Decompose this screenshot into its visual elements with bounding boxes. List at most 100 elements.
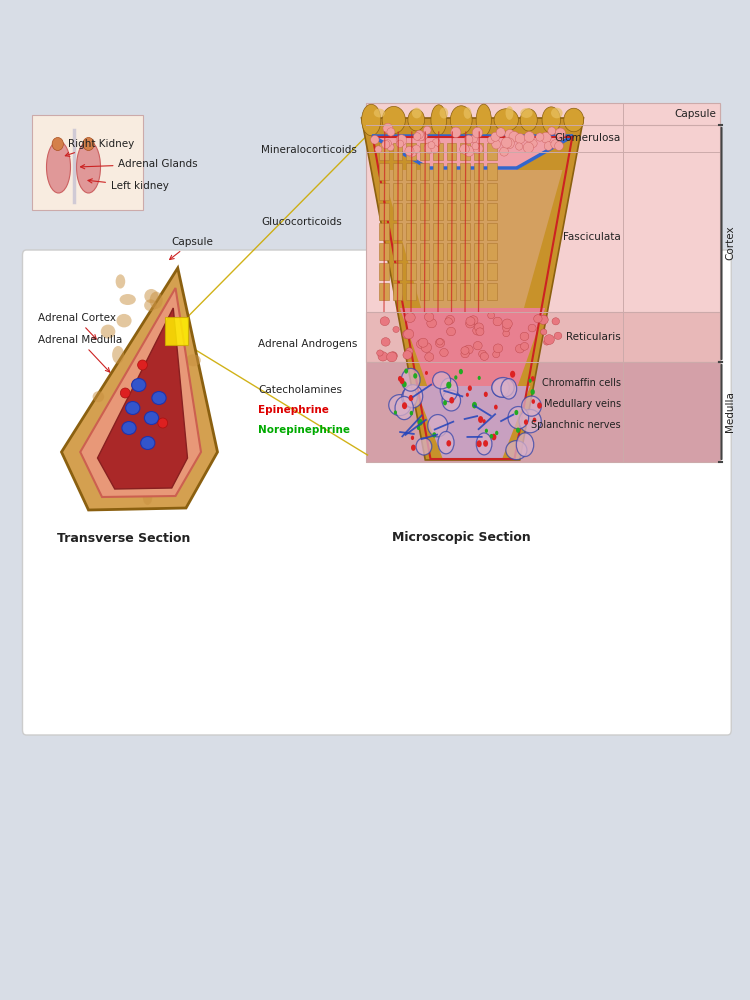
Ellipse shape (442, 390, 460, 411)
Ellipse shape (116, 314, 131, 327)
Bar (393, 243, 403, 260)
Ellipse shape (476, 104, 491, 136)
Ellipse shape (541, 132, 551, 143)
Bar (474, 143, 484, 160)
Bar (380, 183, 389, 200)
Bar (433, 183, 442, 200)
Ellipse shape (515, 344, 524, 353)
Bar (406, 223, 416, 240)
Ellipse shape (122, 422, 136, 434)
Ellipse shape (506, 441, 527, 460)
Ellipse shape (406, 147, 417, 157)
Ellipse shape (419, 338, 428, 347)
Ellipse shape (544, 142, 553, 150)
Bar (488, 223, 497, 240)
Ellipse shape (380, 317, 389, 326)
Bar (420, 223, 429, 240)
Bar (474, 203, 484, 220)
Bar (420, 203, 429, 220)
Bar (474, 243, 484, 260)
Ellipse shape (432, 432, 436, 438)
Ellipse shape (449, 397, 454, 404)
Ellipse shape (378, 352, 388, 361)
Ellipse shape (158, 338, 168, 349)
Ellipse shape (519, 409, 542, 433)
Ellipse shape (138, 360, 147, 370)
Ellipse shape (472, 143, 479, 150)
Text: Microscopic Section: Microscopic Section (392, 532, 531, 544)
Ellipse shape (494, 109, 518, 131)
Ellipse shape (416, 130, 424, 139)
Ellipse shape (484, 392, 488, 397)
Ellipse shape (424, 143, 434, 153)
Ellipse shape (496, 128, 506, 137)
Ellipse shape (495, 431, 499, 435)
Text: Fasciculata: Fasciculata (563, 232, 621, 242)
Ellipse shape (174, 420, 185, 436)
Text: Adrenal Medulla: Adrenal Medulla (38, 335, 122, 372)
Ellipse shape (488, 136, 494, 144)
Ellipse shape (530, 389, 535, 395)
Bar (165, 317, 188, 345)
Polygon shape (362, 118, 584, 460)
Ellipse shape (490, 434, 493, 439)
Ellipse shape (440, 348, 448, 357)
Ellipse shape (425, 371, 428, 375)
Bar (447, 203, 456, 220)
Ellipse shape (172, 463, 182, 478)
Ellipse shape (120, 388, 130, 398)
Ellipse shape (478, 376, 481, 380)
Bar (406, 143, 416, 160)
Bar (380, 243, 389, 260)
Ellipse shape (186, 354, 201, 366)
Bar (447, 183, 456, 200)
Ellipse shape (550, 140, 560, 149)
Ellipse shape (382, 106, 405, 134)
Ellipse shape (472, 402, 477, 408)
Ellipse shape (408, 109, 424, 131)
Ellipse shape (116, 274, 125, 289)
Ellipse shape (417, 425, 420, 430)
Text: Norepinephrine: Norepinephrine (258, 425, 350, 435)
Ellipse shape (488, 312, 494, 319)
Text: Glucocorticoids: Glucocorticoids (261, 217, 342, 227)
Ellipse shape (141, 436, 154, 450)
Ellipse shape (476, 440, 482, 447)
Bar (460, 243, 470, 260)
Ellipse shape (393, 326, 399, 332)
Ellipse shape (152, 391, 166, 404)
Ellipse shape (418, 419, 423, 426)
Ellipse shape (432, 139, 440, 147)
Ellipse shape (464, 135, 473, 144)
Ellipse shape (534, 315, 542, 323)
Ellipse shape (382, 140, 390, 149)
Bar (420, 183, 429, 200)
Bar (460, 203, 470, 220)
Ellipse shape (411, 436, 414, 440)
Ellipse shape (428, 142, 435, 149)
Ellipse shape (470, 135, 478, 143)
Text: Cortex: Cortex (725, 226, 735, 260)
Ellipse shape (505, 129, 515, 140)
Ellipse shape (472, 326, 482, 335)
Ellipse shape (406, 348, 413, 355)
Ellipse shape (446, 440, 452, 446)
Bar (433, 143, 442, 160)
Ellipse shape (424, 353, 433, 361)
Ellipse shape (91, 433, 105, 446)
Bar (488, 183, 497, 200)
Ellipse shape (396, 140, 404, 148)
Text: Catecholamines: Catecholamines (258, 385, 342, 395)
Ellipse shape (409, 395, 413, 401)
Text: Adrenal Androgens: Adrenal Androgens (258, 339, 357, 349)
Ellipse shape (76, 141, 101, 193)
Bar (460, 183, 470, 200)
Bar (433, 163, 442, 180)
Ellipse shape (436, 339, 443, 345)
Ellipse shape (473, 144, 483, 154)
Ellipse shape (528, 324, 536, 332)
Ellipse shape (416, 438, 432, 455)
Bar (488, 163, 497, 180)
FancyBboxPatch shape (22, 250, 731, 735)
Bar (380, 203, 389, 220)
